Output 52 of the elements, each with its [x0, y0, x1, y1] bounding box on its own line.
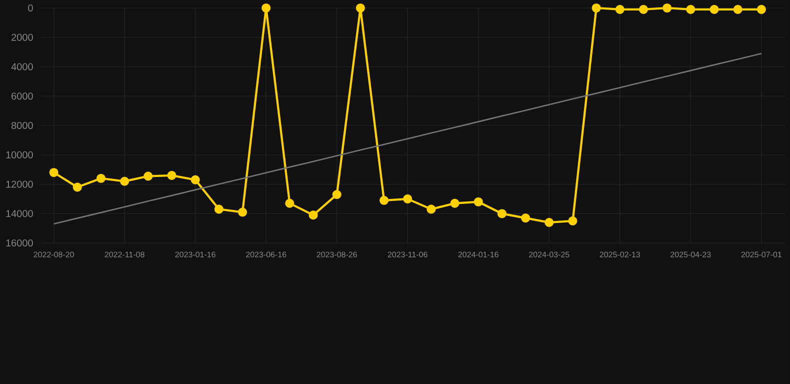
point [214, 204, 224, 214]
x-tick-label: 2022-08-20 [34, 252, 74, 258]
x-tick-label: 2023-01-16 [175, 252, 216, 258]
x-tick-label: 2025-07-01 [741, 252, 782, 258]
point [568, 216, 578, 226]
y-tick-label: 2000 [12, 34, 33, 41]
x-tick-label: 2025-02-13 [600, 252, 640, 258]
point [49, 168, 58, 178]
point [190, 175, 200, 184]
point [544, 218, 554, 227]
x-tick-label: 2022-11-08 [104, 252, 144, 258]
point [497, 209, 506, 218]
point [96, 174, 106, 183]
point [144, 172, 153, 181]
point [356, 3, 365, 13]
point [167, 170, 176, 180]
y-tick-label: 16000 [6, 239, 33, 247]
point [686, 4, 696, 14]
point [403, 194, 412, 204]
point [615, 4, 624, 14]
x-tick-label: 2023-06-16 [246, 252, 286, 258]
y-tick-label: 8000 [11, 122, 33, 130]
point [72, 182, 82, 192]
point [379, 196, 389, 205]
point [308, 210, 318, 220]
point [521, 213, 530, 223]
y-tick-label: 14000 [6, 210, 33, 218]
point [592, 3, 601, 13]
point [662, 3, 672, 13]
y-tick-label: 12000 [6, 180, 33, 188]
point [262, 3, 271, 13]
point [450, 198, 460, 208]
point [120, 176, 130, 186]
x-tick-label: 2023-08-26 [316, 252, 357, 258]
point [710, 4, 719, 14]
point [756, 4, 766, 14]
point [474, 197, 483, 206]
y-tick-label: 10000 [6, 151, 33, 158]
point [638, 4, 648, 14]
line-series [53, 52, 762, 225]
x-tick-label: 2025-04-23 [670, 252, 711, 258]
y-tick-label: 0 [28, 4, 33, 12]
y-tick-label: 6000 [12, 92, 33, 100]
x-tick-label: 2024-03-25 [529, 252, 570, 258]
point [426, 204, 436, 214]
point [238, 208, 248, 217]
point [285, 198, 294, 208]
x-tick-label: 2023-11-06 [388, 252, 428, 258]
y-tick-label: 4000 [11, 63, 33, 70]
point [733, 4, 742, 14]
x-tick-label: 2024-01-16 [458, 252, 498, 258]
point [332, 190, 342, 200]
